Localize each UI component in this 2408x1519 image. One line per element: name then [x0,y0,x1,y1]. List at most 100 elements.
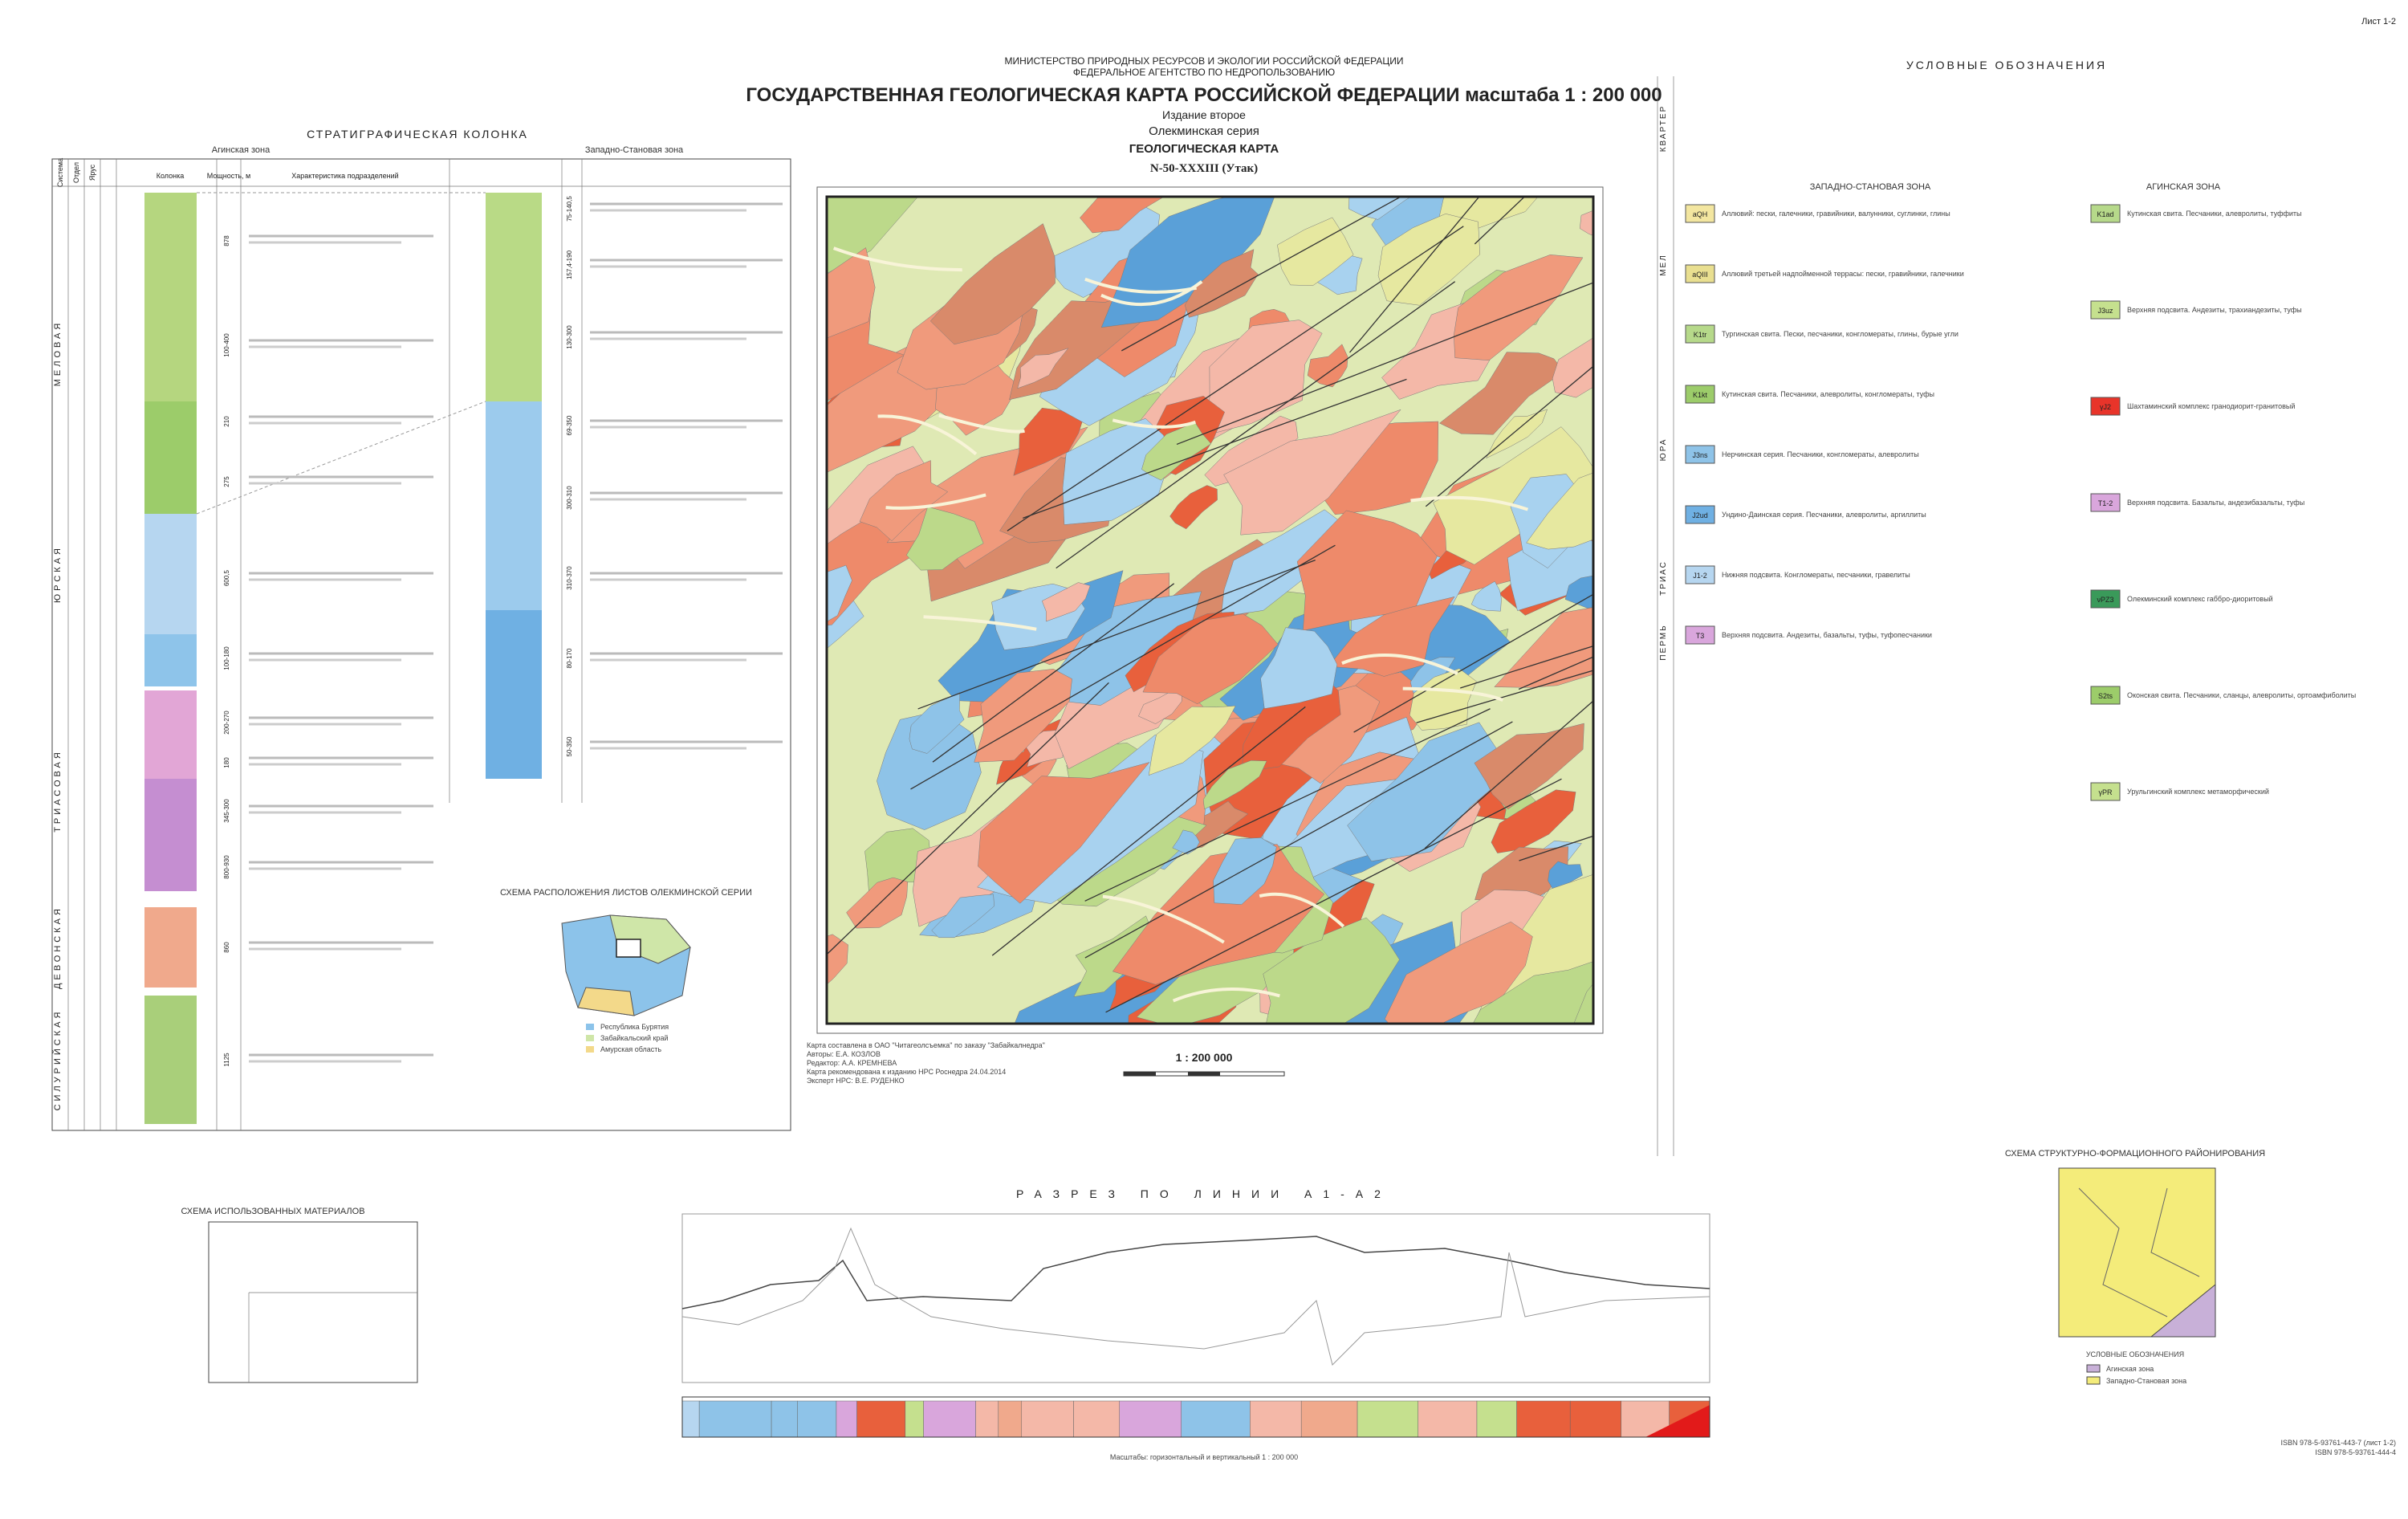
section-unit [1119,1400,1182,1438]
geo-unit [1439,352,1564,435]
fault [1474,197,1526,245]
legend-text: Олекминский комплекс габбро-диоритовый [2127,595,2273,603]
map-units [827,197,1593,1024]
river [832,246,962,272]
river [923,615,1037,631]
legend-zone: ЗАПАДНО-СТАНОВАЯ ЗОНА [1810,182,1931,192]
scheme-item: Республика Бурятия [600,1023,669,1031]
swatch [2086,1376,2101,1385]
isbn: ISBN 978-5-93761-444-4 [2315,1448,2396,1456]
geo-unit [1548,861,1583,890]
scale-bar-seg [1188,1072,1220,1076]
system-name: ТРИАСОВАЯ [53,749,63,833]
river [885,493,986,510]
geologic-map [816,186,1604,1034]
section-title: РАЗРЕЗ ПО ЛИНИИ А1-А2 [1016,1187,1392,1200]
section-unit [797,1400,837,1438]
geo-unit [1017,348,1069,389]
legend-zone: АГИНСКАЯ ЗОНА [2146,182,2221,192]
fault [1349,197,1480,353]
geo-unit [1141,421,1212,481]
swatch [586,1024,594,1030]
legend-code: K1tr [1694,331,1707,339]
geo-unit [929,223,1056,345]
section-unit [1418,1400,1478,1438]
credit-line: Редактор: А.А. КРЕМНЕВА [807,1059,897,1067]
thickness: 1125 [223,1053,230,1067]
geo-unit [1080,197,1165,234]
legend-text: Тургинская свита. Пески, песчаники, конг… [1722,330,1959,338]
legend-code: aQIII [1692,271,1708,279]
thickness: 878 [223,235,230,246]
thickness: 50-350 [566,736,573,756]
thickness: 300-310 [566,486,573,510]
map-type: ГЕОЛОГИЧЕСКАЯ КАРТА [1129,142,1279,156]
sheet-box [616,939,641,958]
fault [827,682,1109,955]
scheme-legend-title: УСЛОВНЫЕ ОБОЗНАЧЕНИЯ [2086,1350,2184,1358]
legend-swatch [1685,445,1715,464]
section-frame [681,1396,1710,1438]
geo-unit [1564,575,1593,609]
thickness: 69-350 [566,415,573,435]
legend-text: Верхняя подсвита. Андезиты, базальты, ту… [1722,631,1932,639]
scale-bar-seg [1124,1072,1156,1076]
legend-code: S2ts [2098,692,2113,700]
legend-text: Нижняя подсвита. Конгломераты, песчаники… [1722,571,1910,579]
swatch [586,1035,594,1041]
credits: Карта составлена в ОАО "Читагеолсъемка" … [807,1041,1045,1085]
legend-swatch [1685,565,1715,584]
river [1100,280,1203,307]
column-unit [486,193,542,401]
thickness: 275 [223,476,230,487]
geo-unit [1409,668,1477,731]
geo-unit [1347,722,1506,861]
fault [1084,721,1513,959]
section-unit [1250,1400,1302,1438]
scale-bar [1123,1071,1285,1077]
column-header: Мощность, м [207,172,250,180]
thickness: 80-170 [566,648,573,668]
column-header: Колонка [157,172,185,180]
fault [1121,197,1402,352]
geo-unit [827,247,876,339]
section-unit [1569,1400,1621,1438]
legend-code: aQH [1693,210,1708,218]
geo-unit [1169,485,1218,530]
geo-unit [1526,472,1593,550]
column-header: Характеристика подразделений [291,172,398,180]
thickness: 180 [223,757,230,768]
map-scale: 1 : 200 000 [1176,1051,1233,1064]
section-unit [856,1400,906,1438]
geo-unit [1491,789,1576,853]
period-name: ЮРА [1659,438,1668,462]
magnetic-profile [681,1227,1710,1366]
sheet-code: N-50-XXXIII (Утак) [1150,162,1258,175]
strat-column: СТРАТИГРАФИЧЕСКАЯ КОЛОНКА Агинская зона … [51,128,791,1131]
fault [917,560,1316,710]
geo-unit [1202,760,1267,810]
scheme-title: СХЕМА ИСПОЛЬЗОВАННЫХ МАТЕРИАЛОВ [181,1207,364,1216]
legend-swatch [1685,204,1715,223]
section-unit [836,1400,857,1438]
fault [1518,656,1593,690]
structure-scheme: УСЛОВНЫЕ ОБОЗНАЧЕНИЯ Агинская зона Запад… [2058,1167,2216,1385]
legend-text: Оконская свита. Песчаники, сланцы, алевр… [2127,691,2356,699]
series: Олекминская серия [1149,124,1259,138]
column-unit [144,996,197,1124]
correlation-line [196,401,486,515]
gravity-profile [681,1236,1710,1309]
section-unit [1476,1400,1517,1438]
map-outer-frame [816,186,1604,1034]
fault [1023,378,1407,519]
geo-unit [1263,917,1400,1024]
section-unit [1181,1400,1251,1438]
river [1410,495,1529,511]
geo-unit [859,460,949,542]
geo-unit [1296,510,1438,631]
column-header: Отдел [72,162,80,183]
legend-code: νPZ3 [2097,596,2113,604]
map-title: ГОСУДАРСТВЕННАЯ ГЕОЛОГИЧЕСКАЯ КАРТА РОСС… [746,83,1662,106]
strat-frame [51,158,791,1131]
river [1402,686,1504,702]
